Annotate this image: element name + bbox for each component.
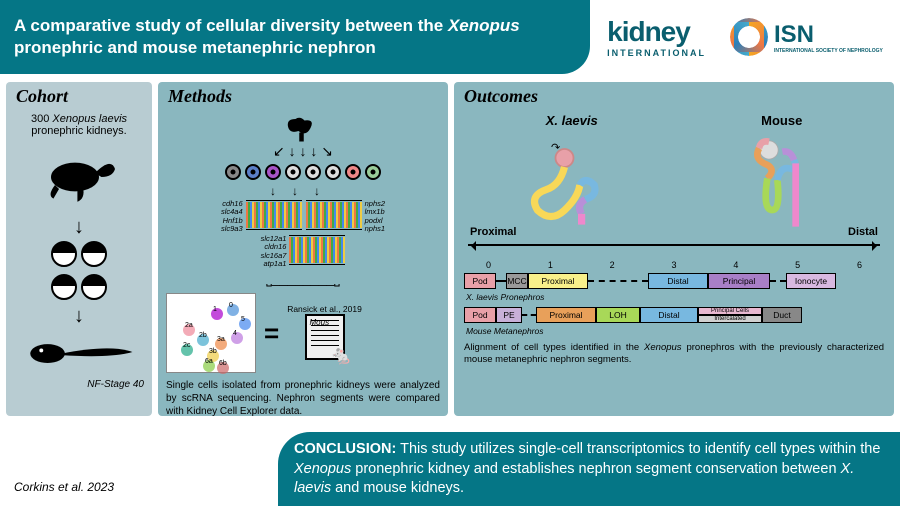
umap-plot: 012a2b2c3a3b456a6b <box>166 293 256 373</box>
outcomes-caption: Alignment of cell types identified in th… <box>464 342 884 367</box>
cohort-panel: Cohort 300 Xenopus laevis pronephric kid… <box>6 82 152 416</box>
frog-icon <box>39 147 119 207</box>
outcomes-panel: Outcomes X. laevis Mouse ↷ <box>454 82 894 416</box>
sequence-icon <box>306 202 362 228</box>
header: A comparative study of cellular diversit… <box>0 0 900 74</box>
reference-label: Ransick et al., 2019 <box>287 304 362 314</box>
page-title: A comparative study of cellular diversit… <box>14 15 576 59</box>
embryo-cluster <box>14 239 144 305</box>
gene-list-left: cdh16slc4a4Hnf1bslc9a3 <box>221 200 243 233</box>
mouse-label: Mouse <box>761 113 802 128</box>
title-block: A comparative study of cellular diversit… <box>0 0 590 74</box>
axis-distal: Distal <box>848 226 878 238</box>
conclusion-label: CONCLUSION: <box>294 441 396 457</box>
arrow-down-icon: ↓ <box>14 216 144 239</box>
methods-panel: Methods ↙ ↓ ↓ ↓ ↘ ↓↓↓ cdh16slc4a4Hnf1bsl… <box>158 82 448 416</box>
arrow-down-icon: ↓ <box>14 305 144 328</box>
svg-text:↷: ↷ <box>551 142 560 154</box>
mouse-icon: 🐁 <box>330 345 352 366</box>
equals-icon: = <box>264 318 279 349</box>
logo-area: kidneyINTERNATIONAL ISN INTERNATIONAL SO… <box>590 0 900 74</box>
sequence-icon <box>246 202 302 228</box>
mouse-nephron-diagram <box>724 135 834 235</box>
axis-line <box>468 244 880 258</box>
mouse-row-label: Mouse Metanephros <box>466 326 884 336</box>
cell-icons <box>166 164 440 180</box>
gene-list-mid: slc12a1cldn16slc16a7atp1a1 <box>261 235 287 268</box>
outcomes-heading: Outcomes <box>454 82 894 113</box>
xenopus-nephron-diagram: ↷ <box>514 140 624 230</box>
methods-caption: Single cells isolated from pronephric ki… <box>166 379 440 418</box>
axis-ticks: 0123456 <box>464 260 884 270</box>
conclusion-block: CONCLUSION: This study utilizes single-c… <box>278 432 900 506</box>
mouse-segment-row: PodPEProximalLOHDistalPrincipal CellsInt… <box>464 306 884 324</box>
citation: Corkins et al. 2023 <box>14 480 114 494</box>
sequence-icon <box>289 237 345 263</box>
stage-label: NF-Stage 40 <box>14 379 144 390</box>
axis-proximal: Proximal <box>470 226 516 238</box>
glomerulus-icon <box>278 113 328 143</box>
isn-ring-icon <box>730 18 768 56</box>
methods-heading: Methods <box>158 82 448 113</box>
xenopus-segment-row: PodMCCProximalDistalPrincipalIonocyte <box>464 272 884 290</box>
tadpole-icon <box>24 332 134 372</box>
xenopus-label: X. laevis <box>546 113 598 128</box>
paper-title: Mous <box>310 318 330 327</box>
gene-list-right: nphs2lmx1bpodxlnphs1 <box>365 200 385 233</box>
xenopus-row-label: X. laevis Pronephros <box>466 292 884 302</box>
kidney-international-logo: kidneyINTERNATIONAL <box>607 16 706 58</box>
cohort-text: 300 Xenopus laevis pronephric kidneys. <box>14 113 144 137</box>
cohort-heading: Cohort <box>6 82 152 113</box>
isn-logo: ISN INTERNATIONAL SOCIETY OF NEPHROLOGY <box>730 18 883 56</box>
